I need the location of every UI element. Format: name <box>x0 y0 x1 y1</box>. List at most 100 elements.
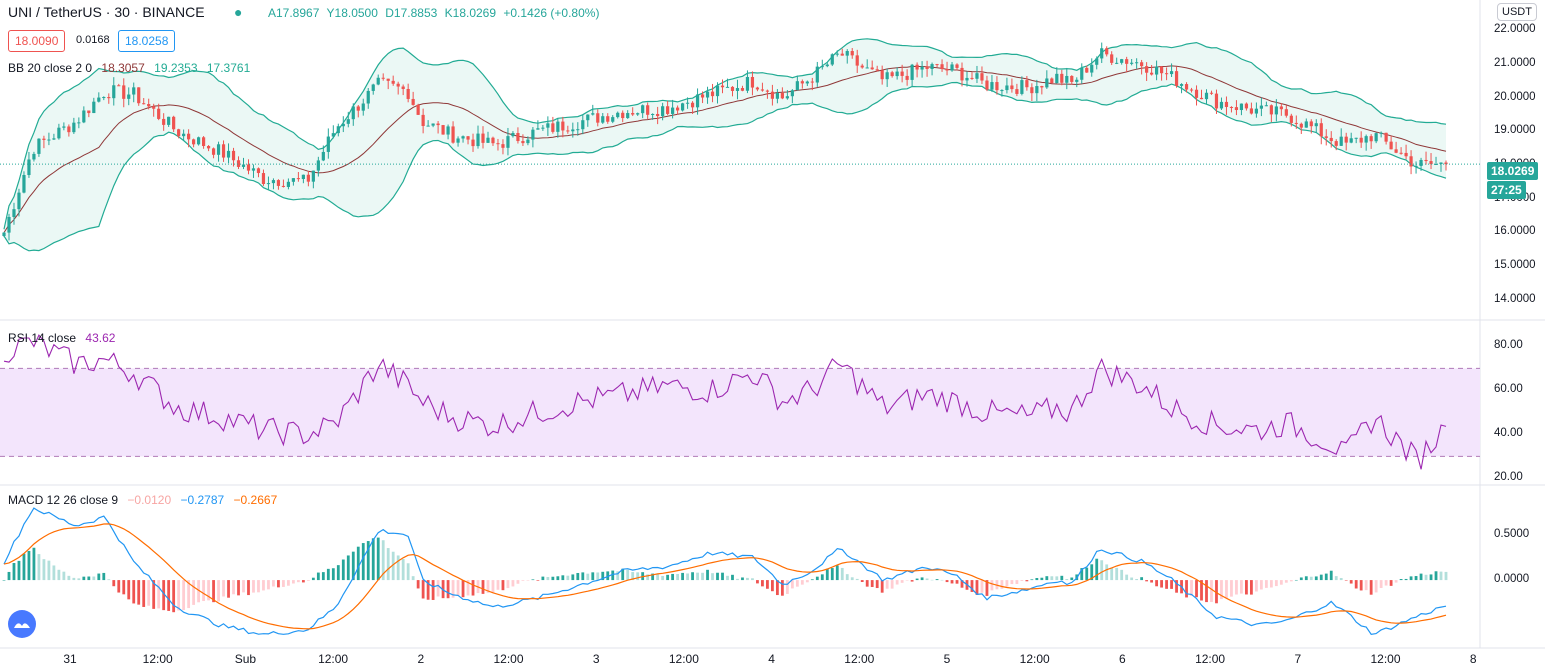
macd-line <box>3 507 1447 635</box>
candle-body <box>157 108 161 119</box>
sell-price-button[interactable]: 18.0090 <box>8 30 66 52</box>
macd-hist-bar <box>741 577 744 581</box>
macd-hist-bar <box>676 573 679 581</box>
time-tick-label: 5 <box>943 652 951 666</box>
macd-hist-bar <box>1374 580 1378 593</box>
candle-body <box>1055 73 1059 84</box>
candle-body <box>27 159 31 176</box>
candle-body <box>940 64 944 70</box>
candle-body <box>1204 92 1209 100</box>
candle-body <box>147 104 151 107</box>
candle-body <box>1284 109 1288 116</box>
candle-body <box>1324 136 1328 138</box>
macd-hist-bar <box>1259 580 1263 590</box>
symbol-title[interactable]: UNI / TetherUS · 30 · BINANCE <box>8 4 205 20</box>
macd-legend[interactable]: MACD 12 26 close 9 −0.0120 −0.2787 −0.26… <box>8 493 283 507</box>
time-tick-label: 12:00 <box>1195 652 1226 666</box>
candle-body <box>1384 132 1388 142</box>
candle-body <box>1279 106 1283 110</box>
candle-body <box>1025 80 1029 88</box>
candle-body <box>666 106 670 114</box>
tradingview-logo-icon[interactable] <box>8 610 36 638</box>
macd-hist-bar <box>471 580 475 596</box>
macd-hist-bar <box>411 576 415 581</box>
macd-hist-bar <box>780 580 784 596</box>
candle-body <box>536 128 540 130</box>
macd-hist-bar <box>935 579 939 581</box>
candle-body <box>401 86 405 89</box>
buy-price-button[interactable]: 18.0258 <box>118 30 176 52</box>
macd-hist-bar <box>1210 580 1213 602</box>
macd-hist-bar <box>910 580 914 582</box>
macd-hist-bar <box>1105 564 1109 581</box>
candle-body <box>1349 138 1353 143</box>
candle-body <box>321 151 325 161</box>
macd-hist-bar <box>850 577 854 581</box>
candle-body <box>1439 162 1443 164</box>
macd-hist-bar <box>666 574 670 581</box>
candle-body <box>376 77 380 85</box>
candle-body <box>1159 66 1164 74</box>
candle-body <box>671 107 675 114</box>
macd-hist-bar <box>97 573 101 581</box>
candle-body <box>211 148 216 155</box>
price-tick-label: 14.0000 <box>1494 292 1536 305</box>
macd-hist-bar <box>267 580 270 590</box>
macd-hist-bar <box>52 565 56 581</box>
macd-hist-bar <box>1230 580 1233 597</box>
macd-hist-bar <box>37 554 41 581</box>
candle-body <box>651 113 655 115</box>
macd-hist-bar <box>491 580 495 593</box>
candle-body <box>271 180 276 184</box>
macd-hist-bar <box>1030 579 1034 581</box>
macd-hist-bar <box>1319 574 1323 581</box>
macd-hist-bar <box>157 580 161 609</box>
macd-hist-bar <box>202 580 205 602</box>
candle-body <box>231 150 236 161</box>
macd-hist-bar <box>436 580 440 597</box>
macd-hist-bar <box>42 559 46 581</box>
macd-hist-bar <box>531 579 535 581</box>
macd-hist-bar <box>795 580 799 587</box>
candle-body <box>636 113 640 115</box>
macd-hist-bar <box>481 580 485 594</box>
macd-hist-bar <box>1175 580 1178 593</box>
macd-hist-bar <box>2 580 6 581</box>
macd-hist-bar <box>1299 577 1303 581</box>
macd-hist-bar <box>571 574 575 581</box>
macd-hist-bar <box>830 568 834 581</box>
macd-hist-bar <box>421 580 425 599</box>
macd-hist-bar <box>197 580 200 603</box>
macd-hist-bar <box>701 572 704 581</box>
candle-body <box>705 91 710 98</box>
macd-hist-bar <box>915 578 919 581</box>
candle-body <box>1379 132 1383 134</box>
candle-body <box>810 81 814 83</box>
ohlc-values: A17.8967 Y18.0500 D17.8853 K18.0269 +0.1… <box>268 6 603 20</box>
candle-body <box>416 104 420 115</box>
candle-body <box>1429 161 1433 165</box>
macd-hist-bar <box>1010 580 1014 585</box>
candle-body <box>1040 86 1044 88</box>
candle-body <box>1050 78 1054 84</box>
macd-hist-bar <box>511 580 515 587</box>
macd-hist-bar <box>247 580 250 596</box>
candle-body <box>1299 123 1303 128</box>
macd-hist-bar <box>1444 571 1448 581</box>
candle-body <box>531 129 535 140</box>
macd-hist-bar <box>945 580 949 583</box>
candle-body <box>506 136 510 148</box>
macd-hist-bar <box>541 576 545 581</box>
candle-body <box>1174 71 1179 86</box>
macd-hist-bar <box>860 580 864 583</box>
rsi-legend[interactable]: RSI 14 close 43.62 <box>8 331 121 345</box>
currency-button[interactable]: USDT <box>1497 3 1537 21</box>
candle-body <box>780 93 784 99</box>
macd-hist-bar <box>1100 560 1104 581</box>
bb-legend[interactable]: BB 20 close 2 0 18.3057 19.2353 17.3761 <box>8 61 256 75</box>
candle-body <box>566 130 570 132</box>
macd-hist-bar <box>252 580 255 593</box>
price-tick-label: 19.0000 <box>1494 124 1536 137</box>
macd-hist-bar <box>1294 579 1298 581</box>
